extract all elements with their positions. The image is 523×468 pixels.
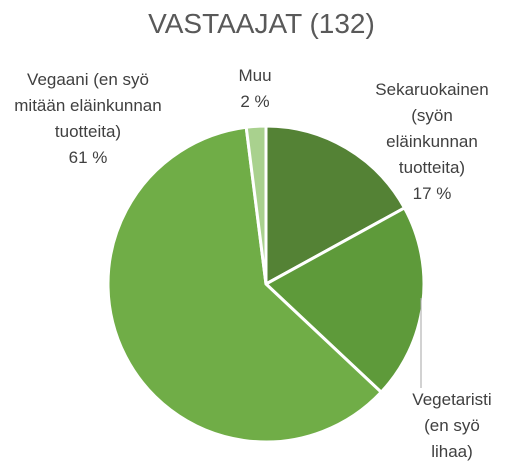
- value-label: 17 %: [412, 184, 452, 203]
- category-label: Sekaruokainen (syön eläinkunnan tuotteit…: [375, 80, 489, 177]
- pie-slice: [264, 124, 407, 287]
- data-label: Sekaruokainen (syön eläinkunnan tuotteit…: [375, 77, 488, 207]
- chart-title: VASTAAJAT (132): [148, 8, 375, 39]
- data-label: Vegetaristi (en syö lihaa)20 %: [412, 387, 491, 468]
- pie-slice: [263, 205, 426, 395]
- pie-slice: [244, 124, 268, 285]
- value-label: 61 %: [68, 148, 108, 167]
- value-label: 2 %: [240, 92, 270, 111]
- pie-slice: [106, 125, 384, 444]
- data-label: Muu 2 %: [238, 63, 271, 115]
- data-label: Vegaani (en syö mitään eläinkunnan tuott…: [14, 67, 161, 171]
- category-label: Vegetaristi (en syö lihaa): [412, 390, 492, 461]
- category-label: Muu: [238, 66, 272, 85]
- category-label: Vegaani (en syö mitään eläinkunnan tuott…: [14, 70, 162, 141]
